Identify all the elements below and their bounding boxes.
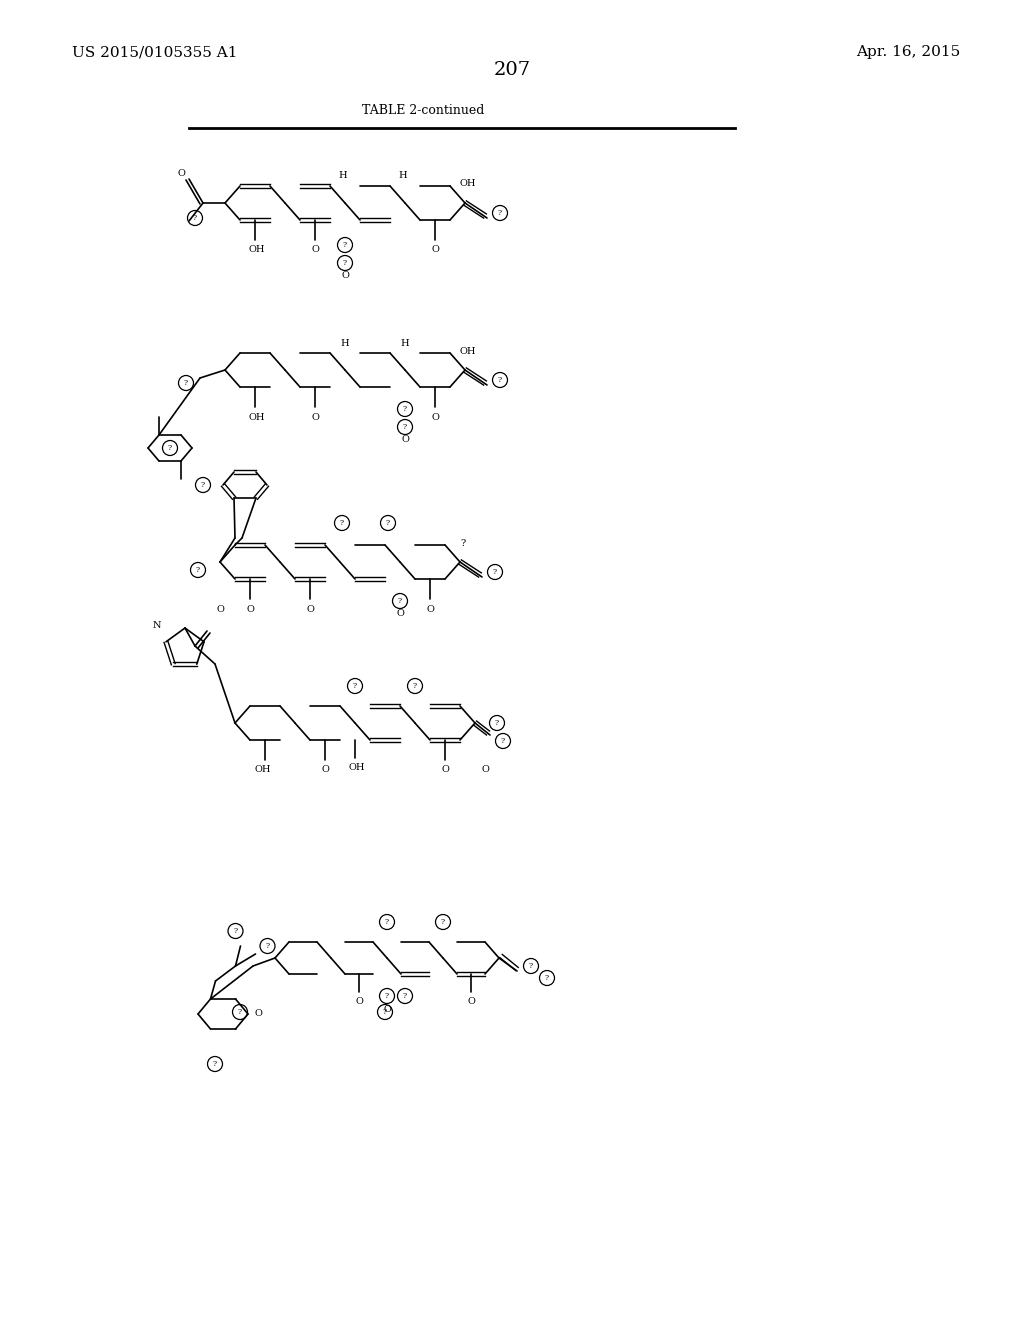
Text: ?: ? — [385, 993, 389, 1001]
Text: O: O — [396, 610, 403, 619]
Text: H: H — [398, 172, 408, 181]
Text: ?: ? — [193, 214, 197, 222]
Text: H: H — [400, 338, 410, 347]
Text: OH: OH — [249, 246, 265, 255]
Text: O: O — [322, 766, 329, 775]
Text: O: O — [401, 436, 409, 445]
Text: ?: ? — [238, 1008, 242, 1016]
Text: O: O — [246, 605, 254, 614]
Text: Apr. 16, 2015: Apr. 16, 2015 — [856, 45, 961, 59]
Text: ?: ? — [213, 1060, 217, 1068]
Text: US 2015/0105355 A1: US 2015/0105355 A1 — [72, 45, 238, 59]
Text: ?: ? — [402, 422, 408, 432]
Text: H: H — [341, 338, 349, 347]
Text: ?: ? — [413, 682, 417, 690]
Text: ?: ? — [402, 405, 408, 413]
Text: ?: ? — [501, 737, 505, 744]
Text: ?: ? — [383, 1008, 387, 1016]
Text: OH: OH — [249, 412, 265, 421]
Text: ?: ? — [265, 942, 269, 950]
Text: OH: OH — [349, 763, 366, 772]
Text: O: O — [254, 1010, 262, 1019]
Text: O: O — [177, 169, 185, 178]
Text: ?: ? — [201, 480, 205, 488]
Text: ?: ? — [461, 539, 466, 548]
Text: O: O — [311, 412, 318, 421]
Text: ?: ? — [493, 568, 497, 576]
Text: N: N — [153, 622, 161, 631]
Text: O: O — [311, 246, 318, 255]
Text: ?: ? — [498, 209, 502, 216]
Text: ?: ? — [498, 376, 502, 384]
Text: ?: ? — [386, 519, 390, 527]
Text: O: O — [306, 605, 314, 614]
Text: O: O — [441, 766, 449, 775]
Text: ?: ? — [441, 917, 445, 927]
Text: ?: ? — [545, 974, 549, 982]
Text: ?: ? — [168, 444, 172, 451]
Text: ?: ? — [184, 379, 188, 387]
Text: O: O — [431, 246, 439, 255]
Text: O: O — [216, 605, 224, 614]
Text: ?: ? — [196, 566, 200, 574]
Text: ?: ? — [233, 927, 238, 935]
Text: O: O — [467, 998, 475, 1006]
Text: ?: ? — [529, 962, 534, 970]
Text: ?: ? — [343, 242, 347, 249]
Text: O: O — [341, 272, 349, 281]
Text: ?: ? — [402, 993, 408, 1001]
Text: ?: ? — [385, 917, 389, 927]
Text: OH: OH — [460, 180, 476, 189]
Text: H: H — [339, 172, 347, 181]
Text: TABLE 2-continued: TABLE 2-continued — [362, 103, 484, 116]
Text: ?: ? — [340, 519, 344, 527]
Text: O: O — [481, 766, 488, 775]
Text: O: O — [355, 998, 362, 1006]
Text: O: O — [383, 1005, 391, 1014]
Text: ?: ? — [495, 719, 499, 727]
Text: O: O — [426, 605, 434, 614]
Text: ?: ? — [398, 597, 402, 605]
Text: ?: ? — [353, 682, 357, 690]
Text: ?: ? — [343, 259, 347, 267]
Text: O: O — [431, 412, 439, 421]
Text: OH: OH — [255, 766, 271, 775]
Text: 207: 207 — [494, 61, 530, 79]
Text: OH: OH — [460, 346, 476, 355]
